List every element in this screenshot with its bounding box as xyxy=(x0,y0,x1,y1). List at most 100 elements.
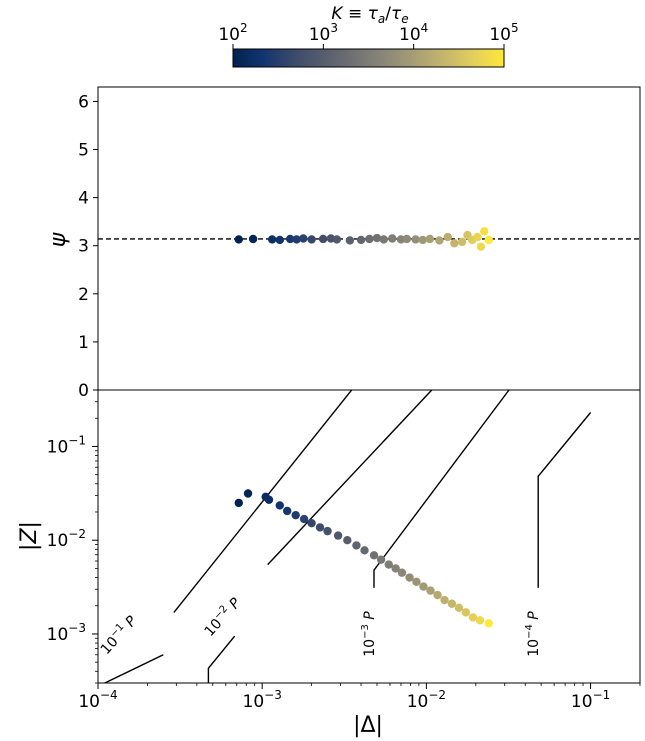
bottom-data-point xyxy=(447,599,457,608)
period-line xyxy=(373,390,510,588)
bottom-data-point xyxy=(426,586,435,595)
top-data-point xyxy=(379,235,388,244)
bottom-data-point xyxy=(360,546,369,555)
bottom-data-point xyxy=(454,603,464,613)
top-y-tick-label: 1 xyxy=(78,333,89,353)
top-data-point xyxy=(443,232,452,242)
bottom-data-point xyxy=(384,560,393,569)
bottom-data-point xyxy=(343,536,352,545)
bottom-data-point xyxy=(275,501,284,510)
period-line-label: 10−3 P xyxy=(360,611,378,657)
x-tick-label: 10−4 xyxy=(78,688,117,712)
bottom-y-ticks: 10−3 10−2 10−1 xyxy=(47,389,98,684)
top-data-point xyxy=(307,235,316,244)
top-data-point xyxy=(267,235,277,244)
top-data-point xyxy=(435,236,444,245)
period-line-label: 10−2 P xyxy=(200,594,244,640)
bottom-data-point xyxy=(282,506,292,516)
x-tick-label: 10−3 xyxy=(243,688,282,712)
bottom-data-point xyxy=(405,573,414,582)
colorbar-ticks: 102 103 104 105 xyxy=(218,21,519,49)
top-data-point xyxy=(345,236,355,245)
top-y-tick-label: 5 xyxy=(78,141,89,161)
bottom-data-point xyxy=(391,564,400,573)
top-y-tick-label: 3 xyxy=(78,237,89,257)
bottom-data-point xyxy=(397,568,407,577)
top-data-point xyxy=(473,232,482,242)
top-data-point xyxy=(248,234,258,244)
top-data-point xyxy=(292,235,301,244)
period-lines: 10−1 P 10−2 P 10−3 P 10−4 P xyxy=(96,390,592,683)
top-data-point xyxy=(275,235,284,245)
bottom-data-point xyxy=(440,595,449,605)
bottom-x-ticks: 10−4 10−3 10−2 10−1 xyxy=(78,683,641,712)
bottom-panel: 10−1 P 10−2 P10−3 P10−4 P 10−4 10−3 10−2 10−… xyxy=(17,389,641,738)
x-tick-label: 10−1 xyxy=(571,688,610,712)
top-y-tick-label: 2 xyxy=(78,285,89,305)
top-y-ticks: 0 1 2 3 4 5 6 xyxy=(78,92,98,401)
top-points xyxy=(234,227,494,251)
top-data-point xyxy=(484,235,494,245)
colorbar-gradient xyxy=(232,48,505,68)
bottom-axes-frame xyxy=(97,389,641,684)
period-line xyxy=(537,412,592,588)
bottom-data-point xyxy=(315,523,325,532)
top-data-point xyxy=(318,234,328,244)
bottom-data-point xyxy=(352,541,361,550)
bottom-data-point xyxy=(333,531,343,540)
colorbar-tick-label: 102 xyxy=(218,21,247,45)
bottom-data-point xyxy=(433,590,442,600)
top-data-point xyxy=(299,234,308,243)
bottom-points xyxy=(234,489,494,628)
bottom-data-point xyxy=(468,613,478,622)
y-tick-label: 10−2 xyxy=(47,527,86,551)
top-data-point xyxy=(356,235,366,245)
y-tick-label: 10−3 xyxy=(47,621,86,645)
x-tick-label: 10−2 xyxy=(407,688,446,712)
top-data-point xyxy=(418,235,427,245)
top-y-tick-label: 0 xyxy=(78,381,89,401)
top-data-point xyxy=(234,235,243,244)
top-data-point xyxy=(457,237,467,247)
period-line xyxy=(104,654,164,683)
colorbar: K ≡ τa/τe 102 103 104 105 xyxy=(218,4,519,68)
top-data-point xyxy=(388,234,397,243)
top-y-tick-label: 4 xyxy=(78,189,89,209)
top-data-point xyxy=(402,234,412,244)
bottom-data-point xyxy=(299,514,309,524)
bottom-data-point xyxy=(234,498,243,508)
bottom-data-point xyxy=(323,526,332,536)
top-data-point xyxy=(332,235,342,244)
bottom-data-point xyxy=(475,616,485,625)
top-data-point xyxy=(476,242,486,251)
top-data-point xyxy=(365,234,374,244)
bottom-data-point xyxy=(307,518,316,528)
period-line xyxy=(267,390,433,566)
bottom-data-point xyxy=(243,489,253,498)
top-data-point xyxy=(425,234,435,244)
top-y-axis-label: ψ xyxy=(46,232,71,247)
top-data-point xyxy=(450,239,459,248)
period-line xyxy=(207,635,236,683)
bottom-data-point xyxy=(264,495,274,504)
x-axis-label: |Δ| xyxy=(353,713,383,738)
period-line-label: 10−1 P xyxy=(96,612,140,658)
top-data-point xyxy=(285,234,295,244)
top-y-tick-label: 6 xyxy=(78,92,89,112)
top-data-point xyxy=(372,233,382,243)
bottom-data-point xyxy=(461,608,471,617)
bottom-data-point xyxy=(369,551,379,560)
colorbar-tick-label: 104 xyxy=(399,21,428,45)
top-data-point xyxy=(411,235,420,244)
bottom-data-point xyxy=(291,510,300,520)
bottom-data-point xyxy=(484,619,494,628)
bottom-data-point xyxy=(376,555,386,564)
y-tick-label: 10−1 xyxy=(47,433,86,457)
bottom-y-axis-label: |Z| xyxy=(17,521,42,551)
period-line-label: 10−4 P xyxy=(524,611,542,657)
bottom-data-point xyxy=(419,582,428,591)
top-data-point xyxy=(480,227,489,236)
colorbar-tick-label: 105 xyxy=(489,21,518,45)
colorbar-label: K ≡ τa/τe xyxy=(331,4,408,26)
